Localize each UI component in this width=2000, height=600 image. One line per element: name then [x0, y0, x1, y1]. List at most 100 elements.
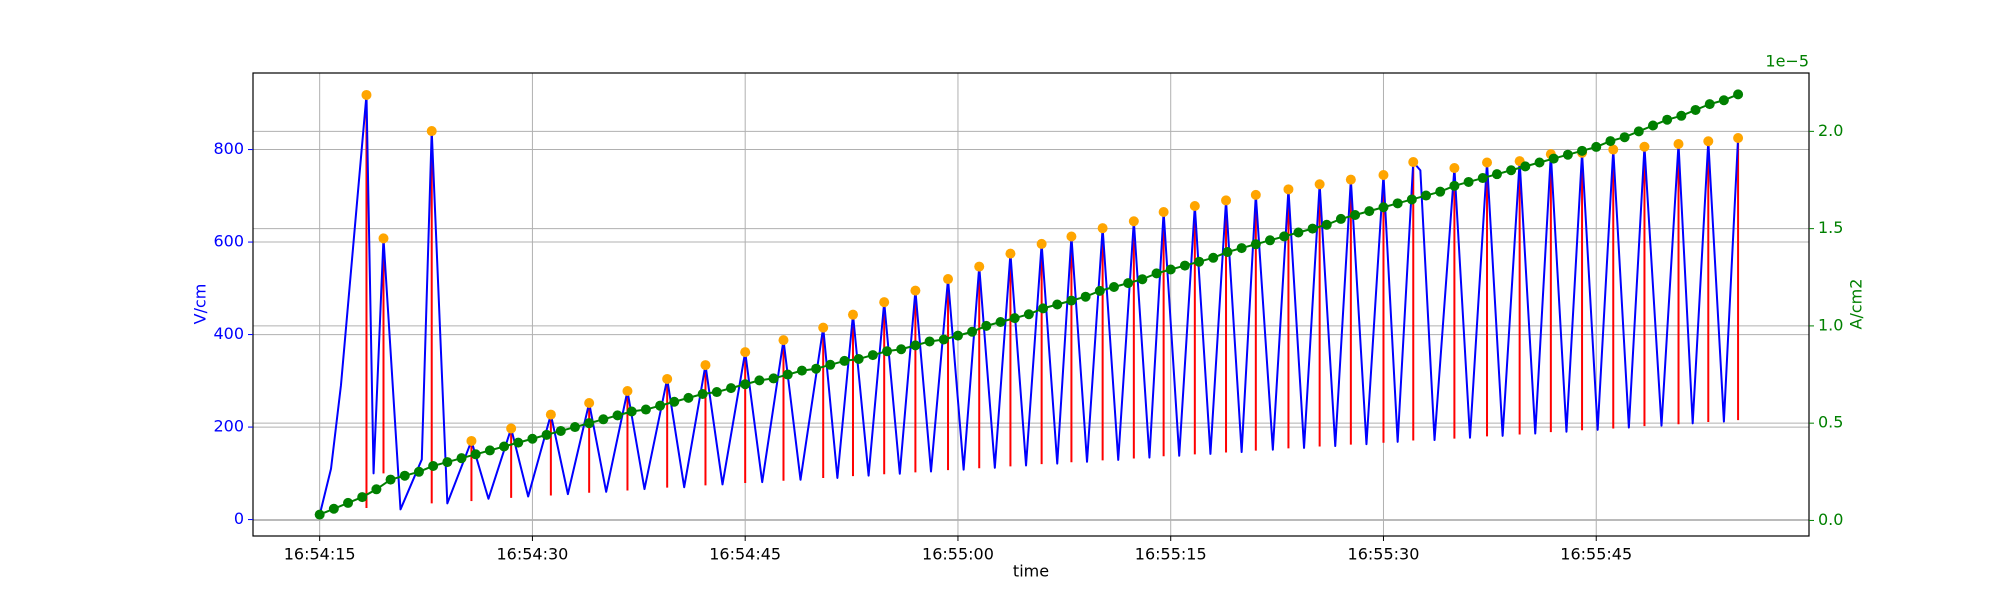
line-marker: [1449, 180, 1460, 191]
y2-tick-label: 0.0: [1818, 510, 1843, 529]
line-marker: [669, 396, 680, 407]
line-marker: [1023, 309, 1034, 320]
peak-marker: [1097, 223, 1108, 234]
peak-marker: [426, 126, 437, 137]
y2-tick-label: 1.5: [1818, 218, 1843, 237]
line-marker: [385, 474, 396, 485]
peak-marker: [700, 360, 711, 371]
line-marker: [1477, 173, 1488, 184]
peak-marker: [847, 309, 858, 320]
line-marker: [896, 344, 907, 355]
peak-marker: [361, 89, 372, 100]
peak-marker: [622, 385, 633, 396]
line-marker: [1335, 213, 1346, 224]
line-marker: [1506, 165, 1517, 176]
y-tick-label: 800: [213, 139, 244, 158]
line-marker: [1350, 210, 1361, 221]
line-marker: [1108, 281, 1119, 292]
peak-marker: [1639, 141, 1650, 152]
peak-marker: [1189, 200, 1200, 211]
line-marker: [1208, 252, 1219, 263]
peak-marker: [466, 435, 477, 446]
line-marker: [1123, 278, 1134, 289]
peak-marker: [1221, 195, 1232, 206]
peak-marker: [1066, 231, 1077, 242]
line-marker: [740, 379, 751, 390]
line-marker: [1392, 198, 1403, 209]
peak-marker: [974, 261, 985, 272]
line-marker: [938, 334, 949, 345]
line-marker: [328, 503, 339, 514]
y-tick-label: 400: [213, 324, 244, 343]
line-marker: [924, 336, 935, 347]
line-marker: [839, 355, 850, 366]
line-marker: [1137, 274, 1148, 285]
line-marker: [1250, 239, 1261, 250]
peak-marker: [818, 322, 829, 333]
line-marker: [1151, 268, 1162, 279]
line-marker: [754, 375, 765, 386]
line-marker: [1647, 120, 1658, 131]
line-marker: [357, 492, 368, 503]
peak-marker: [1345, 174, 1356, 185]
x-tick-label: 16:54:45: [709, 545, 781, 564]
line-marker: [1378, 202, 1389, 213]
line-marker: [796, 365, 807, 376]
line-marker: [726, 383, 737, 394]
line-marker: [1463, 176, 1474, 187]
line-marker: [1662, 114, 1673, 125]
peak-marker: [545, 409, 556, 420]
y-tick-label: 0: [234, 509, 244, 528]
x-tick-label: 16:55:00: [922, 545, 994, 564]
line-marker: [1421, 190, 1432, 201]
line-marker: [683, 392, 694, 403]
peak-marker: [1608, 144, 1619, 155]
line-marker: [314, 509, 325, 520]
line-marker: [981, 320, 992, 331]
line-marker: [555, 425, 566, 436]
line-marker: [1293, 227, 1304, 238]
line-marker: [399, 470, 410, 481]
line-marker: [882, 346, 893, 357]
peak-marker: [910, 285, 921, 296]
axes-frame: [252, 72, 1810, 537]
line-marker: [1619, 132, 1630, 143]
line-marker: [995, 317, 1006, 328]
peak-marker: [1158, 206, 1169, 217]
line-marker: [1179, 260, 1190, 271]
line-marker: [1265, 235, 1276, 246]
line-marker: [1605, 136, 1616, 147]
line-marker: [598, 414, 609, 425]
line-marker: [626, 406, 637, 417]
x-axis-label: time: [1013, 562, 1049, 581]
y-tick-label: 200: [213, 417, 244, 436]
line-marker: [1222, 246, 1233, 257]
y2-axis-label: A/cm2: [1847, 279, 1866, 330]
peak-marker: [740, 347, 751, 358]
x-tick-label: 16:54:15: [284, 545, 356, 564]
line-marker: [1733, 89, 1744, 100]
line-marker: [1690, 104, 1701, 115]
line-marker: [782, 369, 793, 380]
line-marker: [697, 388, 708, 399]
line-marker: [825, 359, 836, 370]
line-marker: [952, 330, 963, 341]
line-marker: [1406, 194, 1417, 205]
line-marker: [1279, 231, 1290, 242]
line-marker: [1491, 169, 1502, 180]
peak-marker: [943, 274, 954, 285]
line-marker: [1435, 186, 1446, 197]
line-marker: [1052, 299, 1063, 310]
line-marker: [1676, 110, 1687, 121]
line-marker: [1038, 303, 1049, 314]
x-tick-label: 16:55:15: [1135, 545, 1207, 564]
line-marker: [1548, 153, 1559, 164]
x-tick-label: 16:55:45: [1560, 545, 1632, 564]
line-marker: [867, 350, 878, 361]
y2-tick-label: 0.5: [1818, 413, 1843, 432]
line-marker: [768, 373, 779, 384]
y2-offset-label: 1e−5: [1765, 52, 1809, 71]
peak-marker: [778, 335, 789, 346]
